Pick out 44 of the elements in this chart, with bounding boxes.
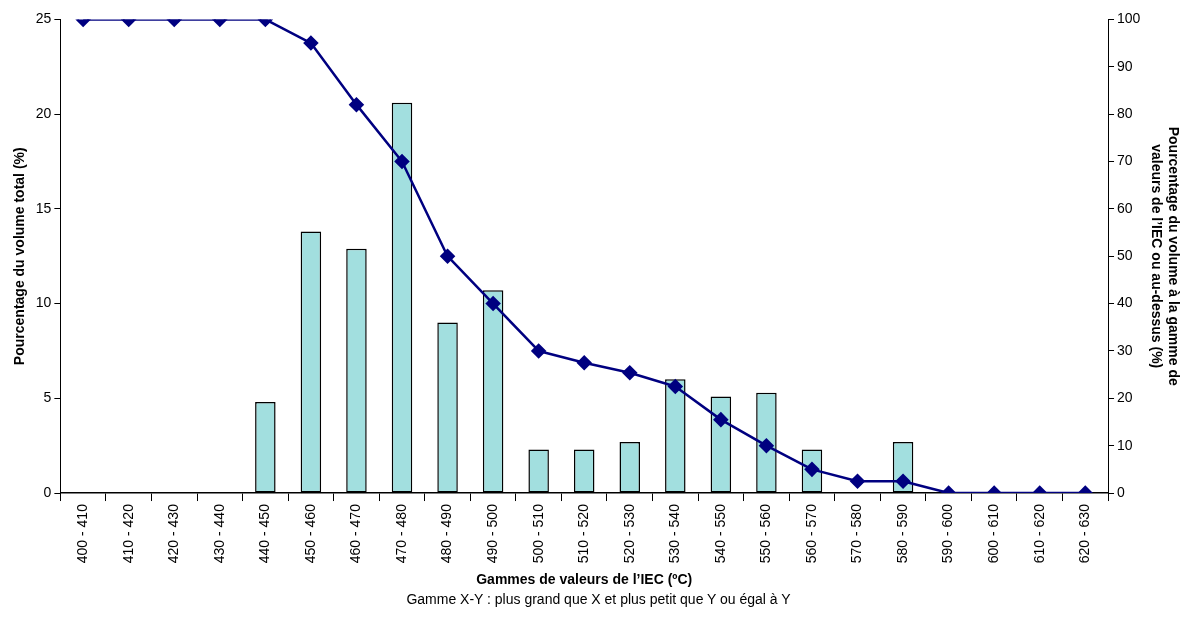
y-tick-label: 10 [35,294,52,311]
x-tick-label: 440 - 450 [256,503,273,564]
x-tick-label: 500 - 510 [529,503,546,564]
x-tick-label: 520 - 530 [620,503,637,564]
y2-tick-label: 30 [1117,341,1133,358]
x-tick-label: 410 - 420 [119,503,136,564]
y2-tick-label: 80 [1117,104,1133,121]
x-tick-label: 540 - 550 [711,503,728,564]
y-tick-label: 15 [35,199,52,216]
y2-tick-label: 70 [1117,152,1133,169]
y2-tick-label: 20 [1117,389,1133,406]
y2-tick-label: 100 [1117,10,1141,27]
y-tick-label: 0 [43,483,52,500]
x-tick-label: 620 - 630 [1076,503,1093,564]
y2-tick-label: 50 [1117,247,1133,264]
y2-tick-label: 60 [1117,199,1133,216]
x-tick-label: 460 - 470 [347,503,364,564]
y-axis-title: Pourcentage du volume total (%) [11,147,28,366]
x-tick-label: 470 - 480 [392,503,409,564]
y-tick-label: 5 [43,389,52,406]
y-tick-label: 25 [35,10,52,27]
x-tick-label: 420 - 430 [165,503,182,564]
y2-tick-label: 40 [1117,294,1133,311]
x-tick-label: 570 - 580 [848,503,865,564]
y-tick-label: 20 [35,104,52,121]
x-axis-title: Gammes de valeurs de l’IEC (ºC) [476,571,693,588]
x-tick-label: 610 - 620 [1030,503,1047,564]
y2-axis-title: Pourcentage du volume à la gamme de valeurs de l’IEC ou au-dessus (%) [1148,126,1182,386]
y2-tick-label: 90 [1117,57,1133,74]
x-tick-label: 580 - 590 [893,503,910,564]
x-tick-label: 480 - 490 [438,503,455,564]
x-tick-label: 510 - 520 [575,503,592,564]
x-tick-label: 490 - 500 [483,503,500,564]
text: Gamme X-Y : plus grand que X et plus petit que Y ou égal à Y [405,591,792,607]
x-tick-label: 550 - 560 [757,503,774,564]
x-tick-label: 430 - 440 [210,503,227,564]
x-tick-label: 530 - 540 [666,503,683,564]
x-tick-label: 450 - 460 [301,503,318,564]
y2-tick-label: 10 [1117,436,1133,453]
x-tick-label: 590 - 600 [939,503,956,564]
x-tick-label: 560 - 570 [802,503,819,564]
x-tick-label: 600 - 610 [985,503,1002,564]
y2-tick-label: 0 [1117,483,1126,500]
x-tick-label: 400 - 410 [74,503,91,564]
